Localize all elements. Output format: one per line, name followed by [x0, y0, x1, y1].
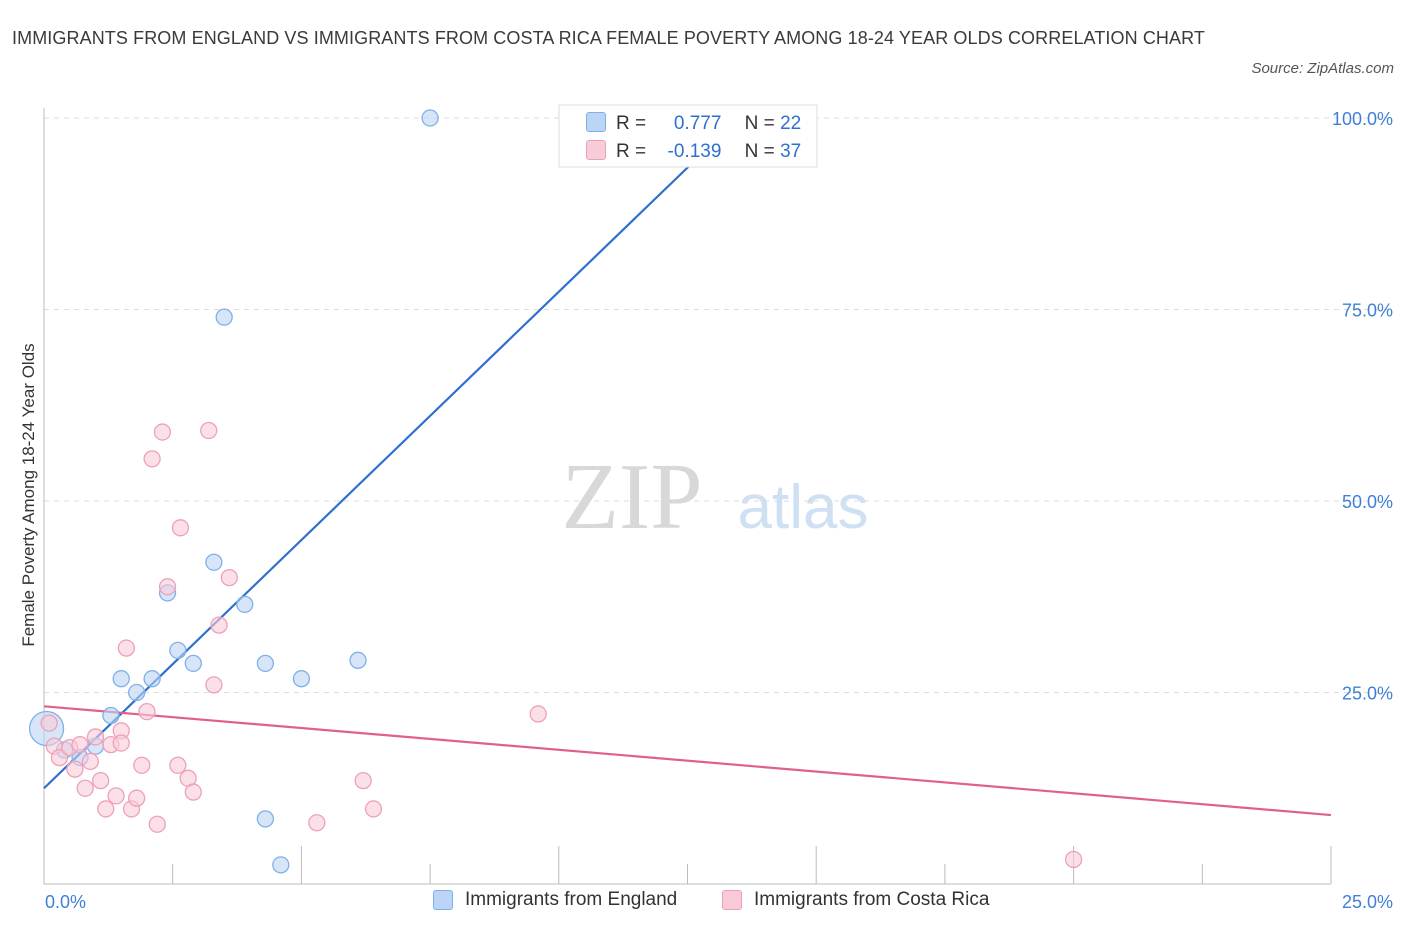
stat-r-value: 0.777: [673, 113, 722, 134]
data-point: [210, 616, 228, 634]
legend-label-costa-rica: Immigrants from Costa Rica: [754, 889, 990, 910]
stat-r-label: R =: [616, 141, 647, 162]
stat-r-value: -0.139: [667, 141, 722, 162]
watermark-atlas: atlas: [738, 473, 869, 542]
data-point: [256, 654, 275, 673]
data-point: [421, 109, 439, 127]
data-point: [138, 703, 156, 721]
data-point: [220, 568, 238, 587]
data-point: [1064, 850, 1083, 869]
data-point: [143, 670, 161, 688]
data-point: [200, 421, 218, 440]
data-point: [50, 748, 69, 767]
data-point: [529, 705, 547, 723]
y-tick-label: 25.0%: [1342, 684, 1393, 704]
data-point: [81, 752, 99, 771]
stats-row-england: R = 0.777 N = 22: [586, 112, 801, 135]
watermark-zip: ZIP: [562, 445, 703, 549]
data-point: [117, 639, 136, 657]
data-point: [71, 735, 89, 754]
data-point: [143, 450, 161, 468]
source-label: Source: ZipAtlas.com: [1251, 60, 1394, 77]
data-point: [215, 308, 233, 326]
data-point: [236, 595, 254, 614]
data-point: [76, 779, 94, 797]
stat-n-label: N =: [744, 113, 775, 134]
data-point: [349, 651, 367, 669]
y-tick-label: 50.0%: [1342, 492, 1393, 512]
data-points: [28, 109, 1083, 874]
data-point: [205, 553, 223, 571]
stat-r-label: R =: [616, 113, 647, 134]
stats-swatch-costa-rica: [586, 140, 606, 160]
data-point: [133, 756, 151, 774]
data-point: [158, 578, 177, 596]
data-point: [272, 856, 290, 874]
data-point: [112, 734, 130, 752]
legend-item-england[interactable]: Immigrants from England: [433, 889, 677, 911]
data-point: [91, 771, 110, 790]
data-point: [364, 800, 383, 818]
stat-n-label: N =: [744, 141, 775, 162]
stat-n-value: 37: [780, 141, 802, 162]
legend-swatch-england: [433, 890, 453, 910]
data-point: [169, 756, 187, 774]
legend-label-england: Immigrants from England: [465, 889, 678, 910]
data-point: [171, 519, 190, 537]
data-point: [66, 760, 84, 778]
data-point: [205, 676, 223, 694]
data-point: [107, 787, 125, 805]
y-tick-label: 100.0%: [1332, 109, 1393, 129]
data-point: [256, 810, 275, 828]
data-point: [292, 670, 311, 688]
x-tick-label-right: 25.0%: [1342, 892, 1393, 912]
y-axis-label: Female Poverty Among 18-24 Year Olds: [19, 343, 38, 647]
chart-title: IMMIGRANTS FROM ENGLAND VS IMMIGRANTS FR…: [12, 28, 1205, 48]
data-point: [112, 670, 130, 688]
data-point: [148, 815, 166, 833]
stats-row-costa-rica: R = -0.139 N = 37: [586, 140, 801, 163]
data-point: [97, 800, 115, 818]
axes: [43, 108, 1332, 885]
data-point: [153, 423, 172, 441]
x-tick-label-left: 0.0%: [45, 892, 86, 912]
data-point: [102, 706, 120, 725]
y-tick-label: 75.0%: [1342, 301, 1393, 321]
data-point: [86, 728, 105, 746]
data-point: [128, 683, 146, 702]
data-point: [308, 814, 326, 832]
data-point: [184, 654, 202, 673]
legend-swatch-costa-rica: [722, 890, 742, 910]
legend-item-costa-rica[interactable]: Immigrants from Costa Rica: [722, 889, 989, 911]
stat-n-value: 22: [780, 113, 802, 134]
data-point: [40, 714, 58, 732]
data-point: [184, 783, 202, 801]
stats-swatch-england: [586, 112, 606, 132]
y-tick-labels: 100.0% 75.0% 50.0% 25.0% 0.0% 25.0%: [45, 109, 1393, 912]
trend-line: [43, 705, 1332, 817]
data-point: [169, 641, 187, 660]
data-point: [128, 789, 146, 807]
data-point: [354, 771, 372, 790]
